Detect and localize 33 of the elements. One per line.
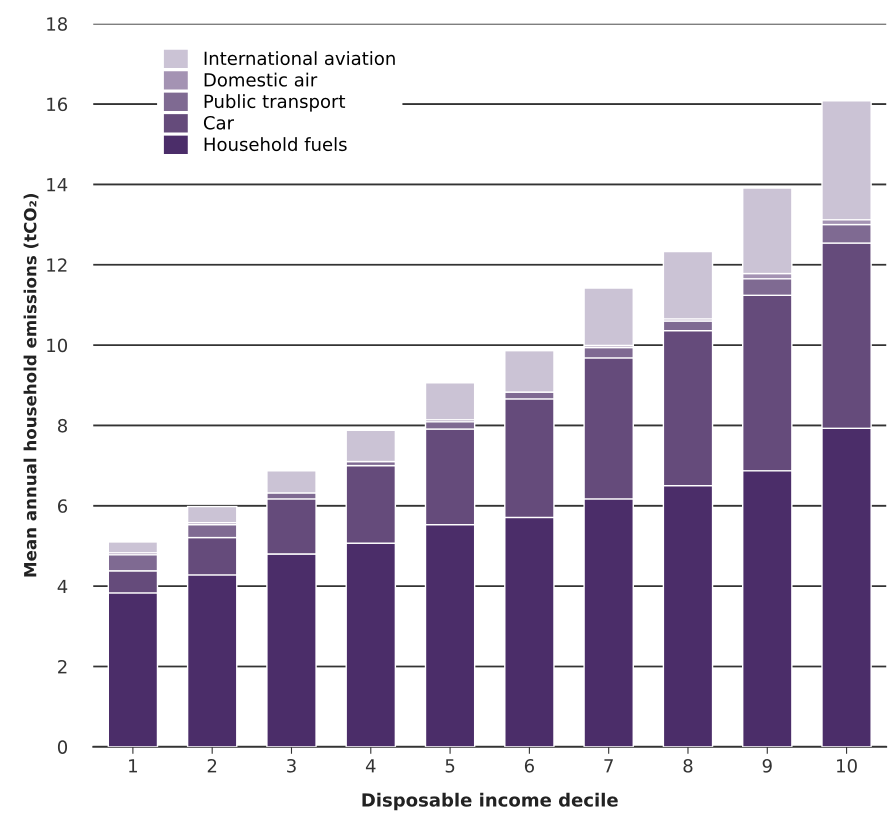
x-tick-label: 1 [129,759,137,772]
legend-label: Household fuels [204,137,347,152]
x-tick-label: 10 [837,758,857,773]
y-tick-label: 8 [58,418,68,433]
bar [583,287,634,346]
x-axis-title: Disposable income decile [362,792,618,810]
y-axis-title: Mean annual household emissions (tCO₂) [24,194,38,576]
x-tick-label: 4 [366,759,376,772]
legend-label: Public transport [204,94,346,112]
bar [186,506,238,524]
y-tick-label: 6 [58,499,68,513]
y-tick-label: 16 [47,98,68,112]
y-tick-label: 4 [58,580,68,593]
y-tick-label: 12 [47,258,66,272]
x-tick-label: 2 [208,758,216,772]
x-tick-label: 8 [683,758,692,773]
x-tick-label: 5 [446,759,454,773]
x-tick-label: 6 [524,758,534,773]
y-tick-label: 10 [47,338,68,352]
bar [662,250,714,320]
y-tick-label: 14 [47,178,68,192]
bar [424,382,476,421]
x-tick-label: 7 [604,759,613,772]
bar [346,430,396,462]
y-tick-label: 2 [58,660,66,674]
x-tick-label: 3 [287,758,296,773]
legend-label: International aviation [204,51,395,66]
bar [108,541,158,554]
y-tick-label: 0 [58,740,68,754]
x-tick-label: 9 [762,758,772,773]
legend-label: Domestic air [204,72,318,87]
y-tick-label: 18 [47,17,68,31]
legend-label: Car [204,116,234,130]
